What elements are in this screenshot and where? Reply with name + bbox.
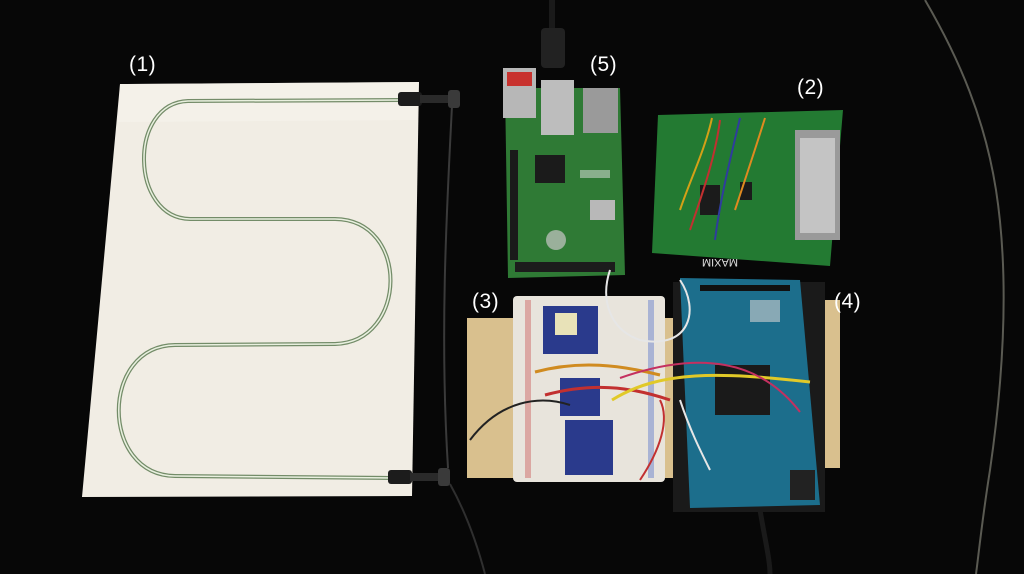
background-cable: [924, 0, 1005, 574]
maxim-evaluation-board: MAXIM: [652, 110, 843, 268]
raspberry-pi-board: [503, 0, 625, 278]
label-panel-1: (1): [129, 53, 157, 76]
label-arduino-4: (4): [834, 290, 862, 313]
bottom-connector: [388, 470, 412, 484]
label-breadboard-3: (3): [472, 290, 500, 313]
breadboard-assembly: [467, 296, 685, 482]
jumper-wire-white: [605, 269, 691, 343]
label-maxim-board-2: (2): [797, 76, 825, 99]
serpentine-sensor-panel: [82, 82, 486, 574]
label-raspberry-pi-5: (5): [590, 53, 618, 76]
arduino-board: [611, 278, 840, 574]
top-connector: [398, 92, 422, 106]
jumper-wire-red: [639, 399, 665, 481]
maxim-logo: MAXIM: [702, 256, 738, 268]
